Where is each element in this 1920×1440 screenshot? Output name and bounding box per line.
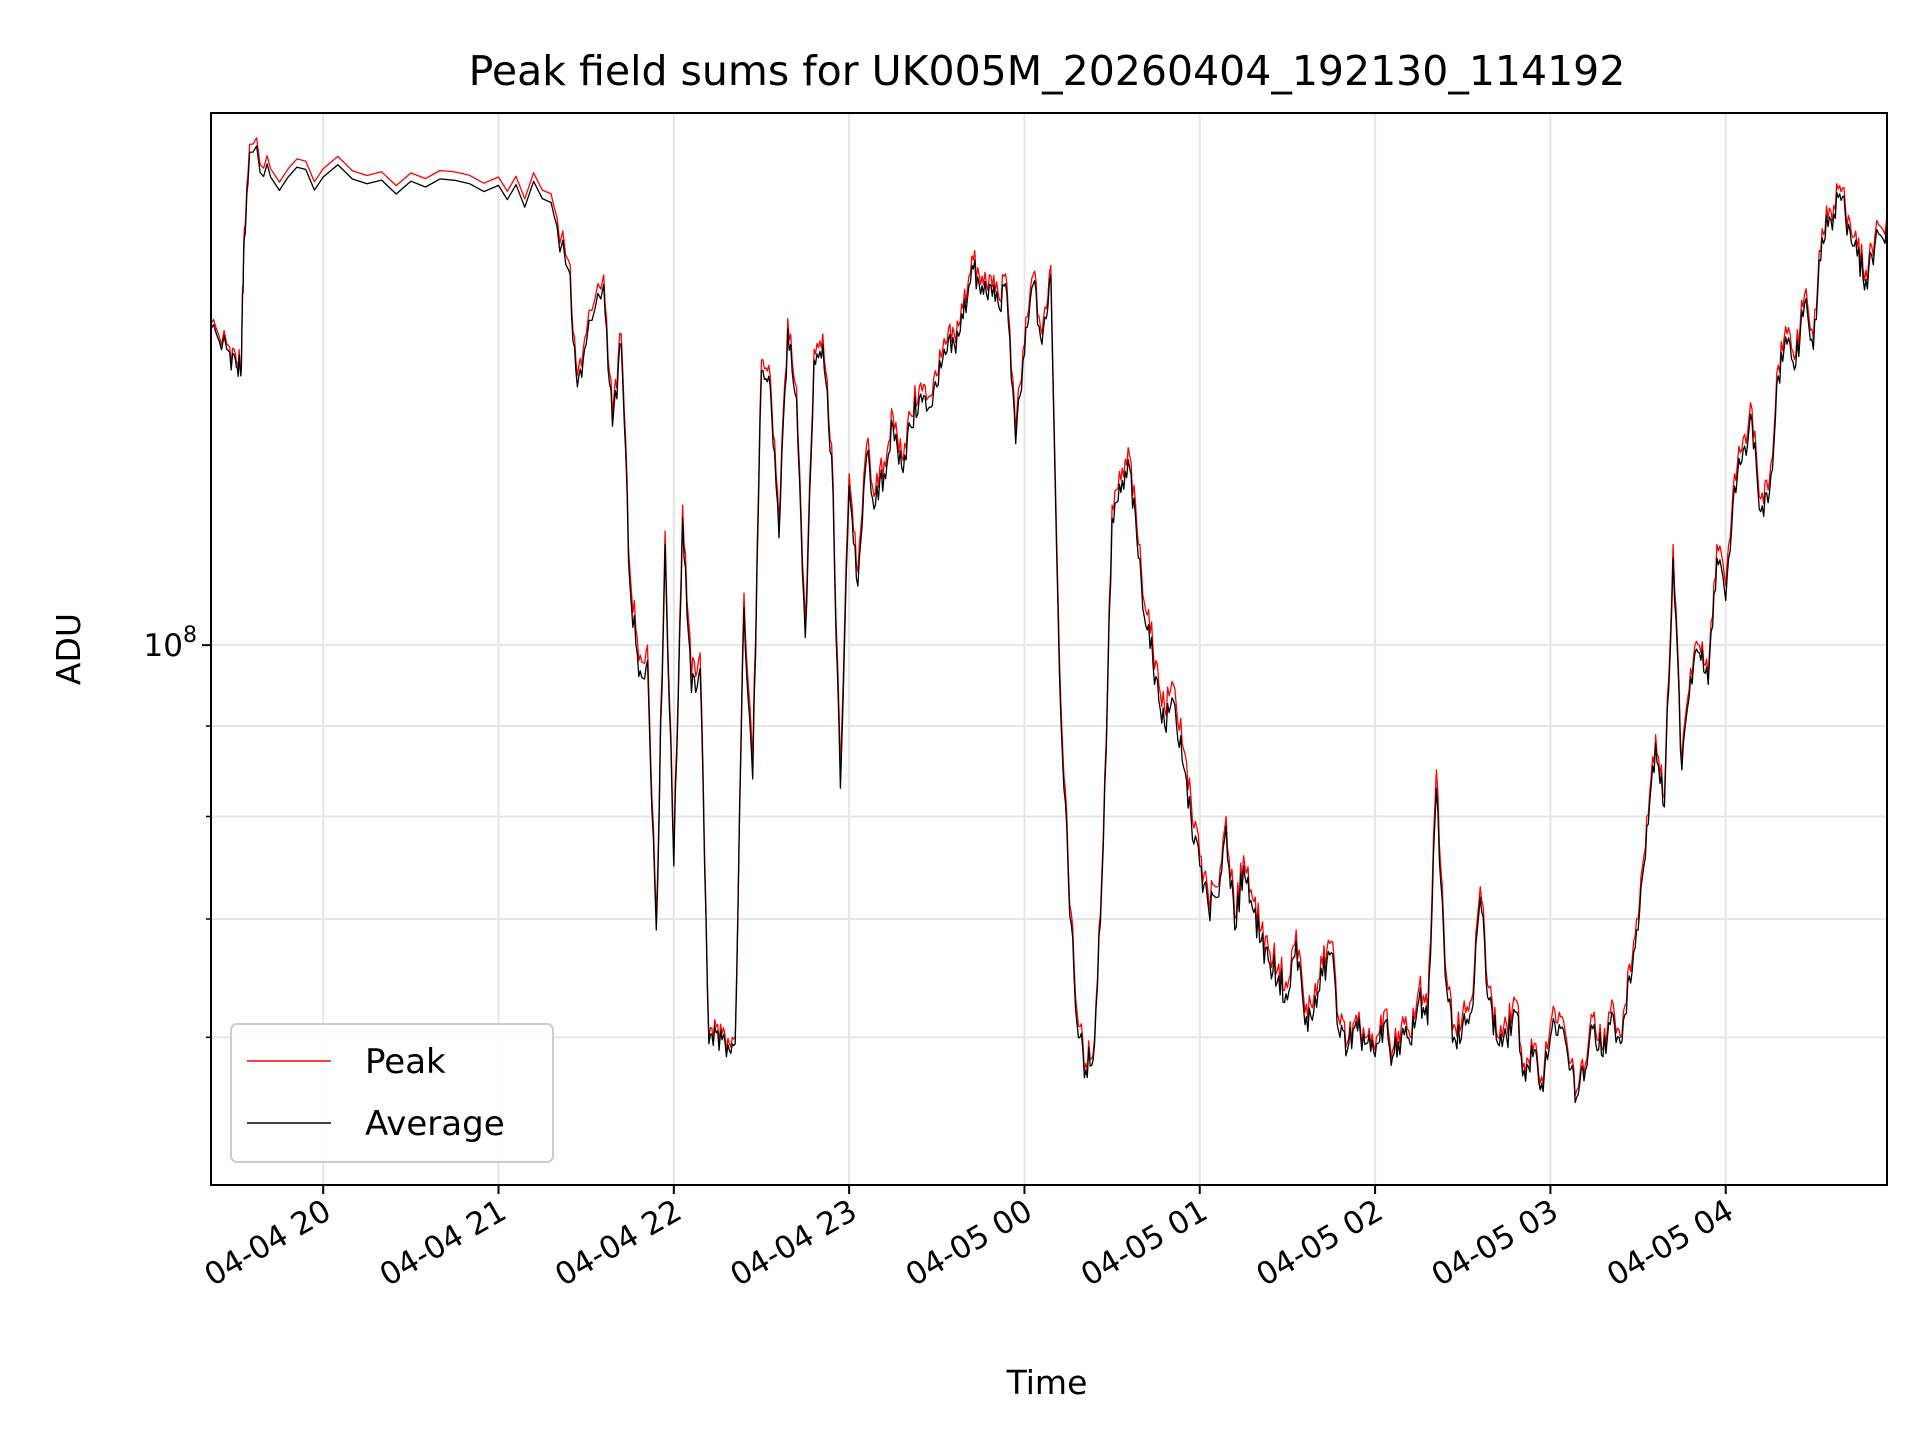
y-tick-exponent: 8 <box>183 623 197 648</box>
series-layer <box>210 137 1888 1104</box>
legend-box <box>230 1023 554 1163</box>
series-line-peak <box>210 137 1888 1097</box>
y-axis-title: ADU <box>49 613 88 685</box>
legend: Peak Average <box>230 1023 554 1163</box>
x-axis-title: Time <box>1006 1363 1088 1402</box>
legend-peak-label: Peak <box>365 1042 446 1082</box>
plot-frame <box>210 112 1888 1186</box>
legend-average-label: Average <box>365 1104 505 1144</box>
chart-title: Peak field sums for UK005M_20260404_1921… <box>469 47 1626 95</box>
series-line-average <box>210 145 1888 1104</box>
